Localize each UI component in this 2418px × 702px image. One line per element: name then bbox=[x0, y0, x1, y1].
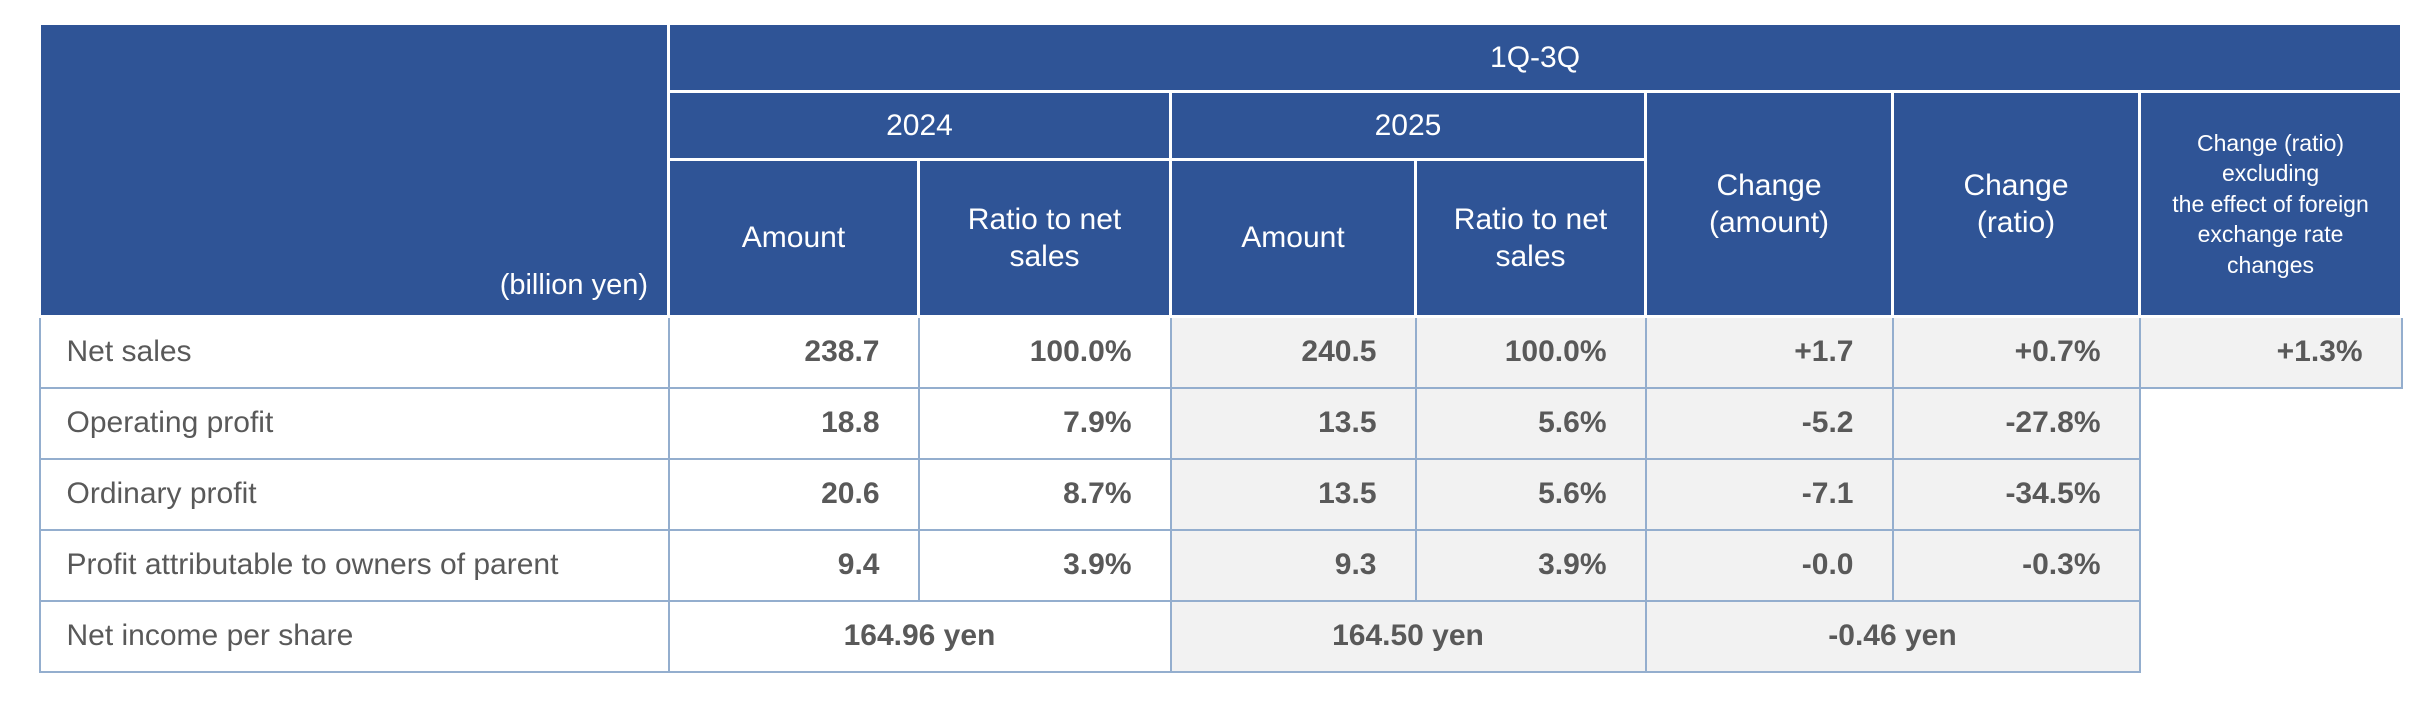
cell-2024-ratio: 3.9% bbox=[917, 528, 1172, 602]
header-row-measures: Amount Ratio to net sales Amount Ratio t… bbox=[40, 158, 2402, 318]
change-ratio-excl-fx-header: Change (ratio) excluding the effect of f… bbox=[2137, 90, 2404, 318]
cell-change-ratio: -0.3% bbox=[1891, 528, 2141, 602]
cell-2025-amount: 9.3 bbox=[1169, 528, 1417, 602]
cell-change-ratio: -34.5% bbox=[1891, 457, 2141, 531]
cell-2024-amount: 20.6 bbox=[667, 457, 920, 531]
cell-change-ratio: +0.7% bbox=[1891, 315, 2141, 389]
cell-2024-amount: 18.8 bbox=[667, 386, 920, 460]
row-operating-profit: Operating profit 18.8 7.9% 13.5 5.6% -5.… bbox=[38, 386, 2402, 460]
row-label: Net sales bbox=[38, 315, 670, 389]
cell-2025-amount: 13.5 bbox=[1169, 386, 1417, 460]
change-ratio-header: Change (ratio) bbox=[1891, 90, 2141, 318]
cell-2025-ratio: 5.6% bbox=[1414, 457, 1647, 531]
period-header: 1Q-3Q bbox=[666, 22, 2404, 93]
row-net-sales: Net sales 238.7 100.0% 240.5 100.0% +1.7… bbox=[38, 315, 2403, 389]
empty-cell bbox=[2140, 601, 2402, 672]
cell-2025-amount: 240.5 bbox=[1169, 315, 1417, 389]
financial-results-table: (billion yen) 1Q-3Q 2024 2025 Change (am… bbox=[38, 22, 2404, 673]
cell-change-amount: -5.2 bbox=[1644, 386, 1894, 460]
row-net-income-per-share: Net income per share 164.96 yen 164.50 y… bbox=[38, 599, 2402, 673]
header-row-period: (billion yen) 1Q-3Q bbox=[38, 22, 2404, 318]
ratio-2024-header: Ratio to net sales bbox=[917, 158, 1172, 318]
cell-2024-ratio: 7.9% bbox=[917, 386, 1172, 460]
cell-per-share-2024: 164.96 yen bbox=[667, 599, 1172, 673]
cell-2024-ratio: 100.0% bbox=[917, 315, 1172, 389]
ratio-2025-header: Ratio to net sales bbox=[1414, 158, 1647, 318]
empty-cell bbox=[2140, 530, 2402, 601]
row-label: Profit attributable to owners of parent bbox=[38, 528, 670, 602]
unit-label-cell: (billion yen) bbox=[38, 22, 670, 318]
cell-per-share-2025: 164.50 yen bbox=[1169, 599, 1647, 673]
row-label: Operating profit bbox=[38, 386, 670, 460]
cell-2025-amount: 13.5 bbox=[1169, 457, 1417, 531]
row-ordinary-profit: Ordinary profit 20.6 8.7% 13.5 5.6% -7.1… bbox=[38, 457, 2402, 531]
row-label: Net income per share bbox=[38, 599, 670, 673]
cell-change-amount: -0.0 bbox=[1644, 528, 1894, 602]
row-label: Ordinary profit bbox=[38, 457, 670, 531]
header-row-years: 2024 2025 Change (amount) Change (ratio)… bbox=[40, 90, 2404, 318]
change-amount-header: Change (amount) bbox=[1644, 90, 1894, 318]
empty-cell bbox=[2140, 459, 2402, 530]
year-2025-header: 2025 bbox=[1169, 90, 1647, 161]
cell-change-ratio-excl-fx: +1.3% bbox=[2138, 315, 2403, 389]
amount-2025-header: Amount bbox=[1169, 158, 1417, 318]
year-2024-header: 2024 bbox=[667, 90, 1172, 161]
cell-2024-ratio: 8.7% bbox=[917, 457, 1172, 531]
cell-2024-amount: 9.4 bbox=[667, 528, 920, 602]
cell-per-share-change: -0.46 yen bbox=[1644, 599, 2141, 673]
cell-change-amount: +1.7 bbox=[1644, 315, 1894, 389]
cell-2025-ratio: 100.0% bbox=[1414, 315, 1647, 389]
cell-change-amount: -7.1 bbox=[1644, 457, 1894, 531]
amount-2024-header: Amount bbox=[667, 158, 920, 318]
cell-2025-ratio: 5.6% bbox=[1414, 386, 1647, 460]
cell-2025-ratio: 3.9% bbox=[1414, 528, 1647, 602]
empty-cell bbox=[2140, 388, 2402, 459]
cell-change-ratio: -27.8% bbox=[1891, 386, 2141, 460]
row-profit-attributable: Profit attributable to owners of parent … bbox=[38, 528, 2402, 602]
cell-2024-amount: 238.7 bbox=[667, 315, 920, 389]
